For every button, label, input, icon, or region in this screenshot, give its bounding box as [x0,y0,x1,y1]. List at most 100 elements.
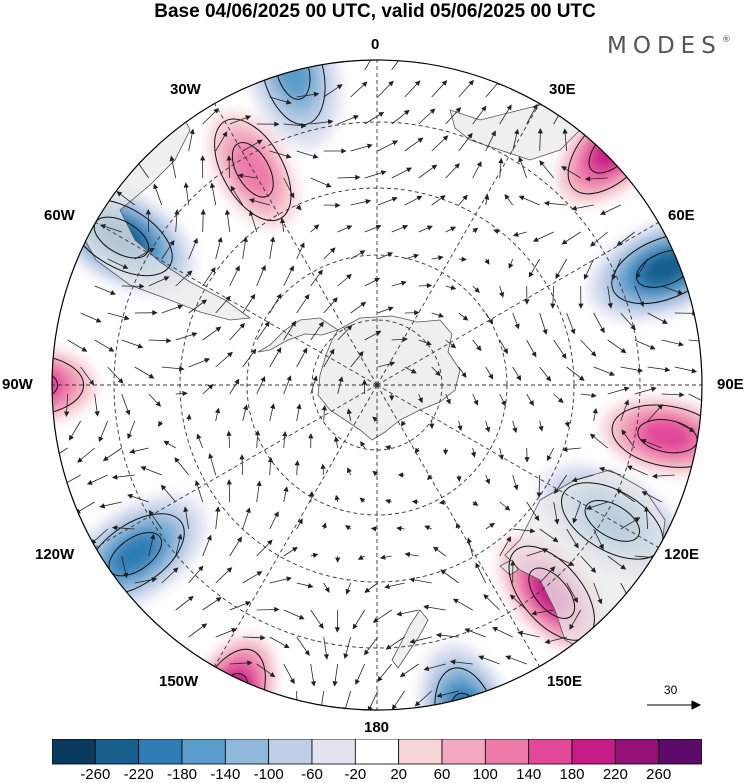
wind-vector-head [94,411,100,417]
wind-vector-head [363,649,370,656]
wind-vector-head [352,623,358,630]
wind-vector-head [473,399,479,406]
wind-vector-head [474,287,480,293]
colorbar-label: -140 [210,766,241,783]
wind-vector-head [529,528,536,534]
colorbar-label: -100 [253,766,284,783]
wind-vector-head [396,525,402,532]
wind-vector-head [517,630,524,636]
wind-vector-head [391,196,398,202]
wind-vector-head [508,263,514,269]
meridian-line [376,103,540,386]
wind-vector-head [554,488,560,495]
wind-vector-head [227,351,233,358]
wind-vector-head [370,526,377,532]
wind-vector-head [357,554,364,560]
wind-vector-head [310,681,316,687]
wind-vector-head [242,404,249,411]
wind-vector-head [704,400,709,404]
colorbar-label: -260 [80,766,111,783]
wind-vector-head [318,321,324,328]
wind-vector-head [117,377,124,384]
colorbar-segment [528,739,573,765]
anomaly-level [642,252,688,285]
wind-vector-head [532,236,539,242]
wind-vector-head [436,692,443,698]
wind-vector-head [110,290,116,295]
wind-vector-head [344,525,351,531]
colorbar-segment [441,739,486,765]
wind-vector-head [524,457,530,463]
wind-vector-head [461,256,468,262]
wind-vector-head [286,576,292,582]
wind-vector-head [308,490,314,497]
wind-vector-head [327,119,334,125]
wind-vector-head [450,342,457,349]
wind-vector-head [285,153,292,159]
wind-vector-head [312,153,319,159]
wind-vector-head [450,226,457,232]
wind-vector-head [598,543,604,550]
wind-vector-head [248,210,255,216]
chart-title: Base 04/06/2025 00 UTC, valid 05/06/2025… [154,1,596,22]
wind-vector-head [210,267,216,273]
wind-vector-head [150,533,156,540]
new-zealand [391,609,429,669]
wind-vector-head [224,209,231,215]
wind-vector-head [499,291,505,298]
wind-vector-head [506,104,512,111]
wind-vector-head [332,297,338,303]
contour-ring [611,404,702,468]
wind-vector-head [514,323,520,330]
meridian-line [214,384,378,667]
wind-vector-head [217,236,223,243]
wind-vector-head [441,80,448,86]
wind-vector-head [470,451,477,458]
wind-vector-head [534,515,540,522]
wind-vector-head [270,403,276,410]
colorbar-label: -20 [344,766,367,783]
wind-vector-head [358,350,364,357]
wind-vector-head [626,465,633,471]
lon-label-150w: 150W [159,673,199,690]
wind-vector-head [77,457,83,463]
wind-vector-head [122,264,129,269]
wind-vector-head [294,708,300,710]
wind-vector-head [226,155,232,161]
wind-vector-head [186,413,192,420]
wind-vector-head [640,438,647,444]
lon-label-30e: 30E [549,81,576,98]
wind-vector-head [512,231,519,237]
wind-vector-head [286,375,292,382]
wind-vector-head [484,194,490,200]
lon-label-60w: 60W [44,207,75,224]
wind-vector-head [462,194,468,201]
wind-vector-head [335,557,341,563]
wind-vector-head [484,258,490,265]
wind-vector-head [209,182,216,189]
wind-vector-head [260,376,266,383]
wind-vector-head [414,447,420,454]
wind-vector-head [361,379,368,385]
wind-vector-head [289,265,294,272]
anomaly-level [641,420,694,453]
wind-vector-head [318,622,324,629]
wind-vector-head [431,164,438,170]
wind-vector-head [385,445,391,451]
colorbar-segment [311,739,356,765]
wind-vector-head [282,431,288,437]
wind-vector-head [200,155,206,161]
wind-vector-head [442,135,449,141]
wind-vector-head [560,104,565,110]
wind-vector-head [439,195,446,201]
wind-vector-head [423,604,429,610]
wind-vector-head [86,479,93,485]
wind-vector-head [145,209,151,215]
wind-vector-head [438,312,445,318]
meridian-line [376,384,659,548]
wind-vector-head [657,404,664,410]
wind-vector-head [332,681,338,687]
wind-vector-head [504,193,510,200]
wind-vector-head [411,499,418,505]
